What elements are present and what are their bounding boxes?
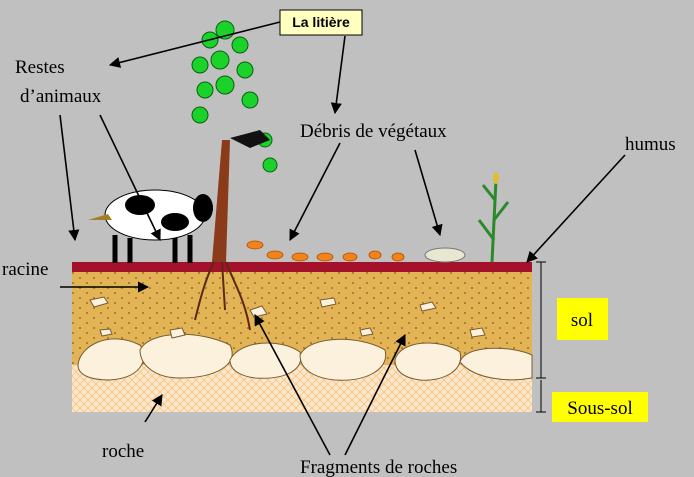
label: Restes <box>15 57 65 78</box>
label: Débris de végétaux <box>300 121 447 142</box>
label: Sous-sol <box>567 398 632 419</box>
label: humus <box>625 134 676 155</box>
label: sol <box>571 310 593 331</box>
label: racine <box>2 259 48 280</box>
label: Fragments de roches <box>300 457 457 477</box>
humus-layer <box>72 262 532 272</box>
label: roche <box>102 441 144 462</box>
label: d’animaux <box>20 86 102 107</box>
sous-sol-layer <box>72 365 532 412</box>
diagram: La litière sol Sous-sol Restes d’animaux… <box>0 0 694 477</box>
title: La litière <box>292 14 350 30</box>
